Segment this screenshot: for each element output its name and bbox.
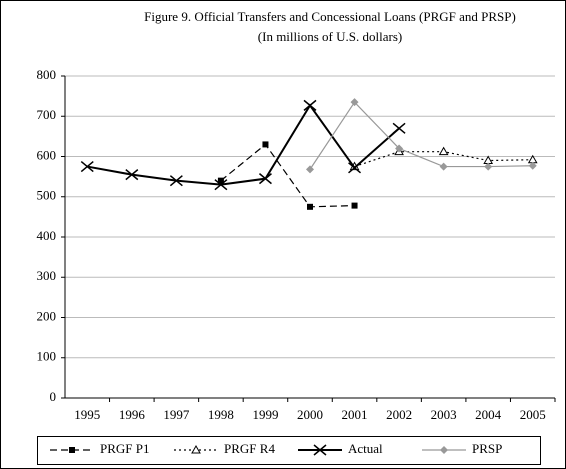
y-tick-label: 800	[37, 67, 57, 82]
y-tick-label: 0	[50, 389, 57, 404]
legend-box	[37, 436, 541, 465]
point-marker	[307, 203, 313, 210]
legend-label: PRGF P1	[100, 441, 150, 456]
point-marker	[392, 122, 406, 134]
point-marker	[303, 99, 317, 111]
x-tick-label: 2001	[342, 407, 368, 422]
point-marker	[395, 144, 404, 153]
point-marker	[350, 98, 359, 107]
x-tick-label: 1999	[252, 407, 278, 422]
point-marker	[258, 173, 272, 185]
point-marker	[80, 160, 94, 173]
legend-marker	[440, 446, 448, 454]
chart-title: Figure 9. Official Transfers and Concess…	[144, 9, 516, 24]
x-tick-label: 2003	[431, 407, 457, 422]
point-marker	[217, 177, 224, 184]
point-marker	[439, 162, 448, 171]
point-marker	[438, 146, 449, 156]
legend-label: Actual	[348, 441, 383, 456]
y-tick-label: 200	[37, 308, 57, 323]
x-tick-label: 2005	[520, 407, 546, 422]
series-line	[87, 103, 400, 186]
legend-label: PRGF R4	[224, 441, 275, 456]
legend-marker	[313, 444, 327, 456]
chart-subtitle: (In millions of U.S. dollars)	[258, 29, 402, 44]
point-marker	[306, 165, 314, 174]
legend-marker	[191, 444, 201, 454]
point-marker	[351, 202, 358, 209]
legend-label: PRSP	[472, 441, 502, 456]
point-marker	[262, 141, 269, 148]
y-tick-label: 400	[37, 228, 57, 243]
x-tick-label: 1998	[208, 407, 234, 422]
point-marker	[214, 179, 228, 191]
y-tick-label: 700	[37, 107, 57, 122]
x-tick-label: 2002	[386, 407, 412, 422]
point-marker	[125, 169, 139, 181]
point-marker	[484, 162, 493, 171]
point-marker	[348, 162, 362, 174]
y-tick-label: 600	[37, 147, 57, 162]
x-tick-label: 2000	[297, 407, 323, 422]
y-tick-label: 300	[37, 268, 57, 283]
point-marker	[169, 175, 183, 187]
x-tick-label: 1995	[74, 407, 100, 422]
x-tick-label: 1997	[163, 407, 190, 422]
legend-marker	[69, 447, 75, 453]
series-line	[220, 143, 355, 208]
x-tick-label: 2004	[475, 407, 502, 422]
series-line	[309, 101, 533, 170]
point-marker	[528, 161, 537, 170]
x-tick-label: 1996	[119, 407, 146, 422]
y-tick-label: 500	[37, 188, 57, 203]
y-tick-label: 100	[37, 349, 57, 364]
point-marker	[483, 155, 494, 165]
